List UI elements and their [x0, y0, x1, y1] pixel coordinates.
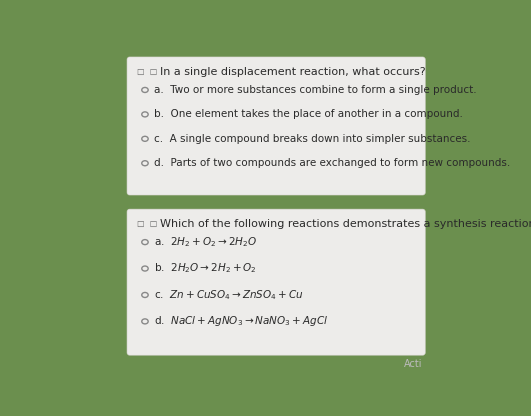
FancyBboxPatch shape [127, 57, 425, 195]
Text: c.  A single compound breaks down into simpler substances.: c. A single compound breaks down into si… [153, 134, 470, 144]
Text: c.  $Zn + CuSO_4 \rightarrow ZnSO_4 + Cu$: c. $Zn + CuSO_4 \rightarrow ZnSO_4 + Cu$ [153, 288, 303, 302]
Text: Which of the following reactions demonstrates a synthesis reaction?: Which of the following reactions demonst… [160, 219, 531, 229]
Text: b.  $2H_2O \rightarrow 2H_2 + O_2$: b. $2H_2O \rightarrow 2H_2 + O_2$ [153, 262, 256, 275]
Text: ☐  ☐: ☐ ☐ [136, 67, 157, 77]
Text: b.  One element takes the place of another in a compound.: b. One element takes the place of anothe… [153, 109, 463, 119]
FancyBboxPatch shape [127, 209, 425, 355]
Text: d.  Parts of two compounds are exchanged to form new compounds.: d. Parts of two compounds are exchanged … [153, 158, 510, 168]
Text: In a single displacement reaction, what occurs?: In a single displacement reaction, what … [160, 67, 426, 77]
Text: ☐  ☐: ☐ ☐ [136, 220, 157, 229]
Text: d.  $NaCl + AgNO_3 \rightarrow NaNO_3 + AgCl$: d. $NaCl + AgNO_3 \rightarrow NaNO_3 + A… [153, 314, 328, 328]
Text: a.  $2H_2 + O_2 \rightarrow 2H_2O$: a. $2H_2 + O_2 \rightarrow 2H_2O$ [153, 235, 257, 249]
Text: Acti: Acti [404, 359, 423, 369]
Text: a.  Two or more substances combine to form a single product.: a. Two or more substances combine to for… [153, 85, 476, 95]
